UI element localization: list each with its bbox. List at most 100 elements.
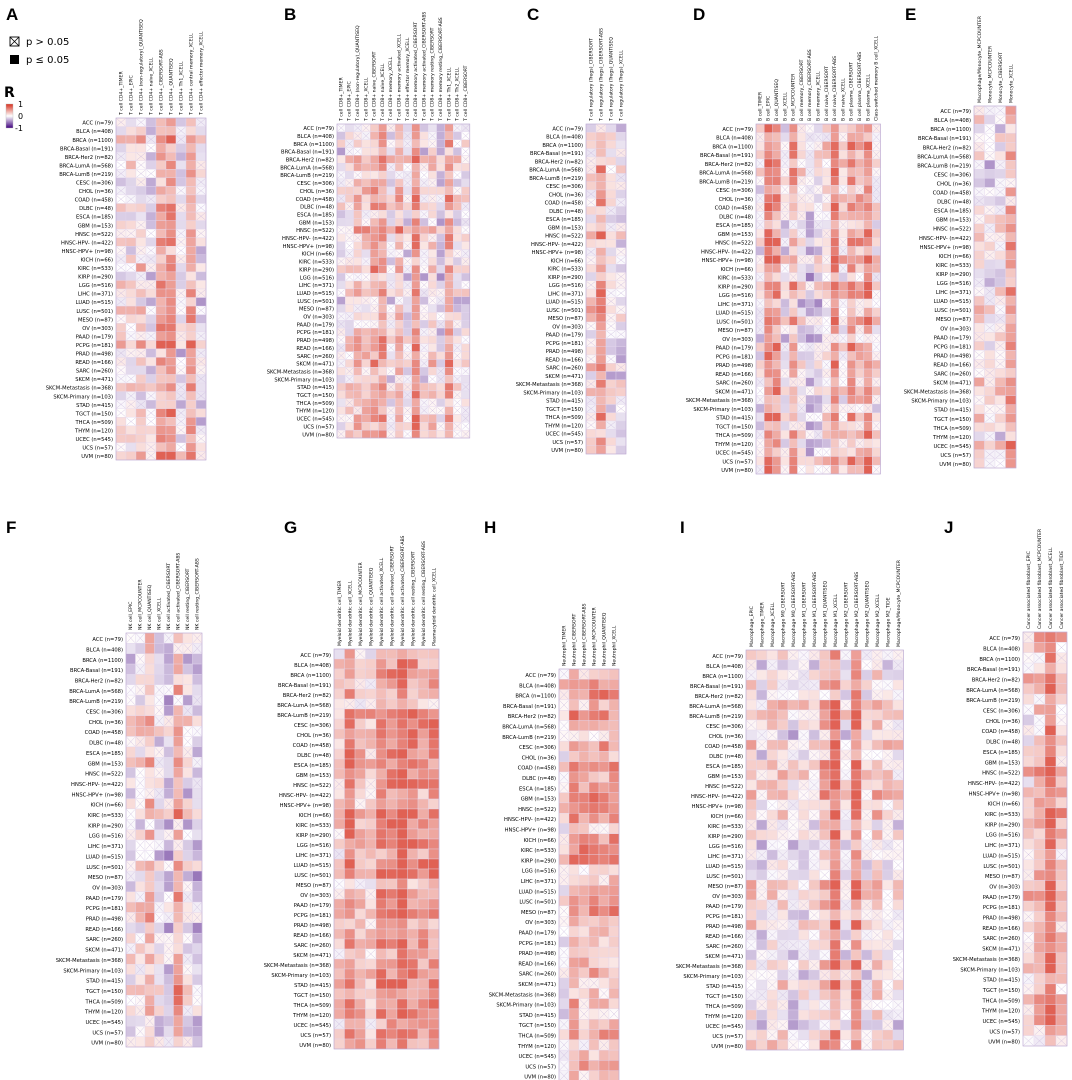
heatmap-cell [353, 398, 363, 407]
heatmap-cell [822, 307, 831, 317]
heatmap-cell [444, 429, 454, 439]
heatmap-cell [195, 399, 207, 409]
heatmap-cell [863, 228, 873, 238]
heatmap-cell [598, 1019, 610, 1030]
heatmap-cell [361, 304, 371, 313]
column-label: Monocyte_XCELL [1008, 64, 1014, 103]
heatmap-cell [135, 126, 147, 136]
heatmap-cell [798, 749, 810, 761]
heatmap-cell [407, 968, 419, 980]
heatmap-cell [154, 1015, 165, 1027]
heatmap-cell [344, 858, 356, 870]
heatmap-cell [396, 708, 408, 720]
heatmap-cell [428, 738, 440, 750]
heatmap-cell [780, 123, 790, 133]
heatmap-cell [144, 808, 155, 820]
heatmap-cell [863, 167, 873, 177]
row-label: STAD (n=415) [706, 984, 743, 990]
heatmap-cell [756, 689, 768, 701]
ns-cross [404, 179, 412, 187]
heatmap-cell [163, 777, 174, 789]
heatmap-cell [345, 390, 354, 399]
heatmap-cell [829, 669, 841, 681]
row-label: SKCM-Primary (n=103) [693, 407, 753, 413]
ns-cross [586, 248, 596, 256]
heatmap-cell [173, 705, 184, 716]
heatmap-cell [378, 202, 387, 211]
row-label: UCS (n=57) [940, 453, 971, 459]
heatmap-cell [354, 838, 366, 850]
heatmap-cell [847, 333, 856, 343]
row-label: READ (n=166) [715, 372, 753, 378]
heatmap-cell [428, 429, 437, 439]
row-label: SARC (n=260) [934, 372, 971, 378]
row-label: ACC (n=79) [92, 637, 123, 643]
heatmap-cell [595, 173, 607, 182]
heatmap-cell [135, 263, 147, 273]
heatmap-cell [598, 699, 610, 711]
heatmap-cell [345, 155, 354, 164]
heatmap-cell [345, 327, 354, 337]
heatmap-cell [872, 211, 881, 221]
heatmap-cell [585, 206, 597, 215]
heatmap-cell [345, 406, 354, 415]
heatmap-cell [333, 788, 345, 800]
heatmap-cell [797, 430, 806, 440]
heatmap-cell [333, 1028, 345, 1040]
row-label: UCEC (n=545) [85, 1020, 123, 1026]
heatmap-cell [598, 710, 610, 721]
heatmap-cell [144, 746, 155, 758]
heatmap-cell [344, 828, 356, 840]
heatmap-cell [1005, 422, 1017, 432]
row-label: LGG (n=516) [89, 834, 123, 840]
row-label: THYM (n=120) [517, 1044, 556, 1050]
heatmap-cell [155, 314, 167, 324]
row-label: HNSC-HPV+ (n=98) [62, 249, 113, 255]
heatmap-cell [588, 668, 600, 680]
heatmap-cell [838, 158, 848, 168]
heatmap-cell [1005, 169, 1017, 179]
column-label: T cell regulatory (Tregs)_XCELL [619, 50, 625, 122]
heatmap-cell [115, 382, 127, 392]
heatmap-cell [568, 957, 580, 968]
heatmap-cell [863, 447, 873, 457]
column-label: T cell CD8+ memory_XCELL [388, 56, 394, 122]
heatmap-cell [378, 406, 387, 415]
heatmap-cell [428, 818, 440, 830]
ns-cross [387, 250, 395, 257]
heatmap-cell [755, 456, 765, 466]
ns-cross [453, 422, 461, 430]
heatmap-cell [766, 719, 778, 731]
row-label: SKCM (n=471) [715, 389, 753, 395]
heatmap-cell [1005, 268, 1017, 279]
heatmap-cell [787, 699, 799, 711]
heatmap-cell [847, 263, 856, 273]
heatmap-cell [125, 126, 137, 136]
heatmap-cell [830, 255, 840, 265]
heatmap-cell [407, 838, 419, 850]
heatmap-cell [568, 751, 580, 762]
heatmap-cell [585, 363, 597, 372]
ns-cross [337, 289, 345, 297]
heatmap-cell [192, 974, 203, 986]
heatmap-cell [428, 938, 440, 950]
heatmap-cell [125, 451, 137, 461]
heatmap-cell [428, 668, 440, 680]
heatmap-cell [595, 132, 607, 141]
row-label: BRCA-LumA (n=568) [529, 168, 583, 174]
heatmap-cell [354, 1018, 366, 1030]
heatmap-cell [370, 170, 379, 180]
heatmap-cell [125, 220, 137, 230]
heatmap-cell [163, 757, 174, 768]
heatmap-cell [411, 202, 421, 211]
heatmap-cell [444, 225, 454, 235]
heatmap-cell [378, 280, 387, 290]
row-label: UCEC (n=545) [75, 437, 113, 443]
panel-letter: A [6, 5, 18, 24]
ns-cross [453, 430, 461, 438]
row-label: SKCM-Metastasis (n=368) [46, 386, 113, 392]
heatmap-cell [125, 254, 137, 264]
heatmap-cell [175, 348, 187, 358]
heatmap-cell [165, 408, 177, 418]
heatmap-cell [568, 864, 580, 876]
